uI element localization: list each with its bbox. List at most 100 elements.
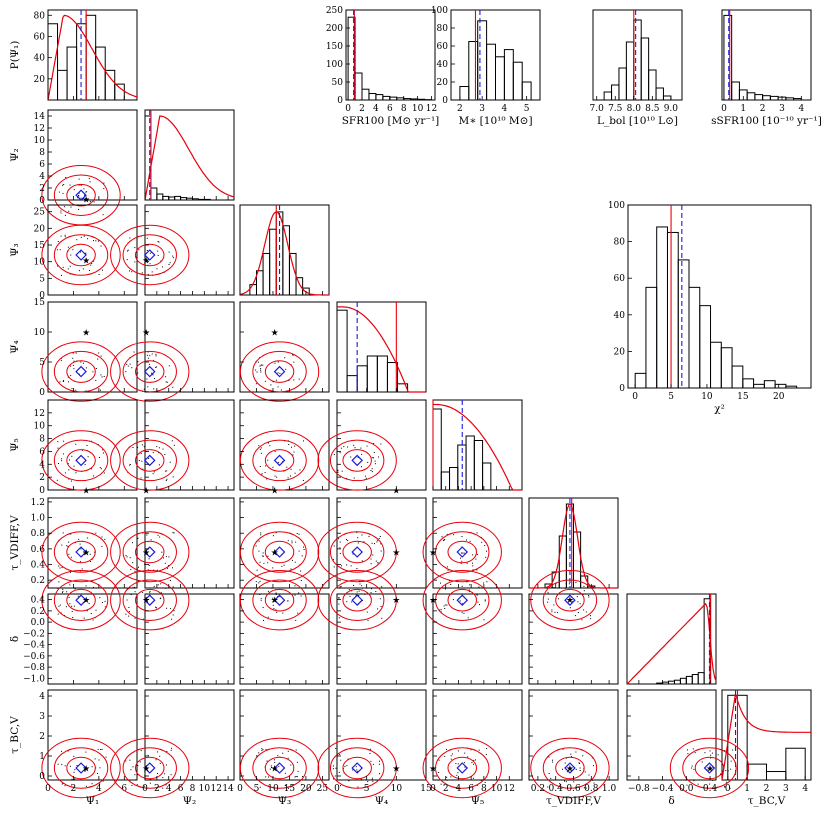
sample-dot: [271, 587, 273, 589]
contour: [264, 360, 295, 383]
sample-dot: [267, 555, 269, 557]
sample-dot: [169, 262, 171, 264]
sample-dot: [101, 748, 103, 750]
sample-dot: [61, 567, 63, 569]
sample-dot: [157, 751, 158, 753]
sample-dot: [347, 446, 348, 448]
sample-dot: [450, 776, 452, 778]
sample-dot: [135, 779, 136, 781]
hist-psi1-ytick-label: 40: [34, 54, 46, 64]
sample-dot: [63, 380, 64, 382]
sample-dot: [444, 755, 446, 757]
sample-dot: [57, 763, 59, 765]
sample-dot: [126, 259, 128, 261]
col-label-psi1: Ψ₁: [86, 795, 99, 807]
sample-dot: [59, 249, 61, 251]
sample-dot: [153, 587, 155, 589]
sample-dot: [579, 770, 581, 771]
sample-dot: [71, 611, 73, 612]
sample-dot: [80, 361, 82, 363]
sample-dot: [156, 268, 158, 270]
panel-psi1-psi5-ytick-label: 2: [39, 473, 45, 483]
histogram-bar: [723, 14, 733, 101]
sample-dot: [443, 784, 445, 786]
sample-dot: [93, 260, 95, 262]
contour: [435, 531, 490, 573]
median-marker: [143, 454, 156, 467]
panel-psi2-tauvdiff: ★: [110, 497, 235, 589]
sample-dot: [374, 543, 375, 545]
sample-dot: [84, 464, 86, 466]
sample-dot: [463, 612, 465, 614]
sample-dot: [165, 587, 167, 589]
sample-dot: [440, 783, 442, 785]
panel-psi1-delta-ytick-label: −0.6: [23, 652, 45, 662]
sample-dot: [101, 602, 103, 603]
contour: [135, 756, 165, 780]
sample-dot: [573, 781, 575, 783]
contour: [41, 569, 121, 631]
sample-dot: [94, 758, 96, 760]
sample-dot: [266, 478, 268, 480]
sample-dot: [136, 552, 138, 554]
sample-dot: [277, 372, 279, 374]
sample-dot: [75, 389, 77, 391]
sample-dot: [292, 559, 293, 561]
panel-psi5-taubc-xtick-label: 12: [504, 784, 515, 794]
sample-dot: [272, 466, 274, 468]
sample-dot: [339, 547, 341, 549]
contour: [329, 531, 385, 573]
sample-dot: [292, 354, 294, 356]
contour: [530, 569, 610, 631]
sample-dot: [351, 590, 353, 592]
sample-dot: [169, 580, 171, 581]
sample-dot: [171, 440, 173, 442]
sample-dot: [570, 753, 572, 755]
sample-dot: [472, 569, 474, 571]
sample-dot: [346, 765, 348, 767]
sample-dot: [473, 759, 475, 761]
sample-dot: [83, 188, 85, 190]
sample-dot: [68, 210, 70, 212]
median-marker: [273, 762, 286, 774]
panel-delta-taubc-xtick-label: 0.0: [679, 784, 694, 794]
sample-dot: [277, 755, 279, 757]
sample-dot: [293, 361, 295, 363]
sample-dot: [371, 468, 373, 470]
histogram-bar: [47, 23, 59, 101]
panel-psi1-tauvdiff-ytick-label: 0.4: [31, 561, 46, 571]
sample-dot: [361, 560, 363, 562]
sample-dot: [270, 765, 272, 767]
sample-dot: [302, 480, 304, 481]
sample-dot: [142, 532, 144, 534]
best-fit-star: ★: [271, 765, 279, 775]
panel-tauvdiff-taubc-xtick-label: 0.6: [566, 784, 581, 794]
sample-dot: [69, 459, 70, 461]
panel-psi3-taubc-xtick-label: 5: [254, 784, 260, 794]
sample-dot: [444, 539, 446, 541]
sample-dot: [566, 771, 568, 773]
sample-dot: [157, 584, 159, 586]
sample-dot: [149, 590, 151, 592]
sample-dot: [72, 357, 74, 359]
panel-psi5-taubc: ★ 0 2 4 6 8 10 12 Ψ₅: [422, 689, 523, 807]
sample-dot: [476, 532, 478, 534]
sample-dot: [379, 773, 380, 775]
sample-dot: [476, 784, 478, 786]
row-label-tauvdiff: τ_VDIFF,V: [9, 515, 21, 570]
sample-dot: [155, 353, 157, 355]
panel-psi1-delta: ★−1.0−0.8−0.6−0.4−0.20.00.20.4δ: [9, 569, 138, 685]
sample-dot: [136, 549, 138, 550]
sample-dot: [582, 755, 584, 757]
sample-dot: [350, 456, 352, 458]
sample-dot: [298, 378, 300, 380]
panel-psi2-taubc-xtick-label: 6: [178, 784, 184, 794]
histogram-bar: [512, 61, 523, 101]
sample-dot: [97, 748, 99, 750]
sample-dot: [333, 765, 334, 767]
sample-dot: [71, 778, 73, 780]
panel-psi1-tauvdiff-ytick-label: 1.0: [31, 514, 46, 524]
sample-dot: [579, 763, 580, 764]
sample-dot: [67, 463, 69, 465]
sample-dot: [144, 785, 146, 787]
